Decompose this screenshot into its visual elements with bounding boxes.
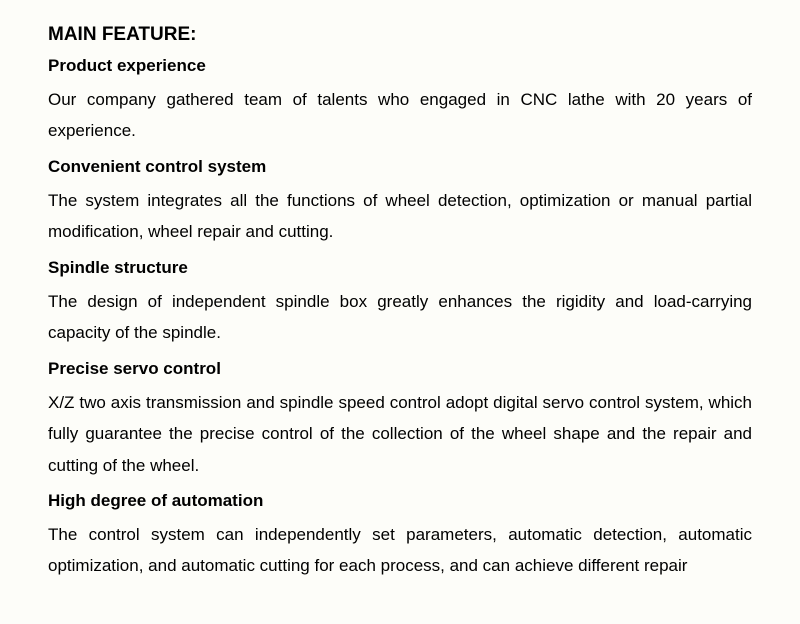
section-text: Our company gathered team of talents who… xyxy=(48,84,752,147)
section-heading: Spindle structure xyxy=(48,258,752,278)
section-heading: Precise servo control xyxy=(48,359,752,379)
section-heading: High degree of automation xyxy=(48,491,752,511)
section-text: X/Z two axis transmission and spindle sp… xyxy=(48,387,752,481)
section-text: The system integrates all the functions … xyxy=(48,185,752,248)
section-heading: Product experience xyxy=(48,56,752,76)
section-heading: Convenient control system xyxy=(48,157,752,177)
main-title: MAIN FEATURE: xyxy=(48,24,752,46)
section-text: The design of independent spindle box gr… xyxy=(48,286,752,349)
section-text: The control system can independently set… xyxy=(48,519,752,582)
